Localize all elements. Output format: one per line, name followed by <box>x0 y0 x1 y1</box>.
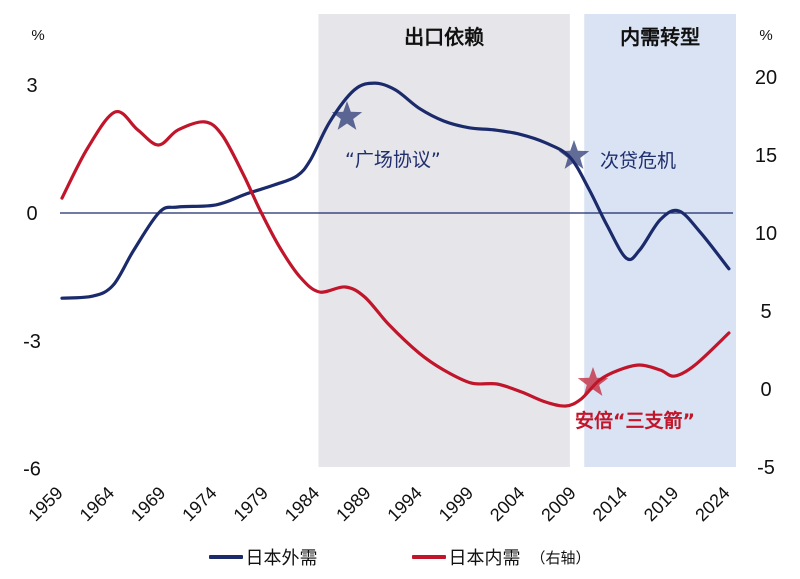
x-tick-label: 1994 <box>383 483 425 525</box>
region-titles: 出口依赖 内需转型 <box>404 25 700 49</box>
x-tick-label: 1964 <box>76 483 118 525</box>
x-tick-label: 1989 <box>332 483 374 525</box>
x-tick-label: 2004 <box>486 483 528 525</box>
x-tick-label: 1999 <box>435 483 477 525</box>
x-tick-label: 1984 <box>281 483 323 525</box>
legend-swatch-external-icon <box>209 555 244 559</box>
left-axis: % 3 0 -3 -6 <box>23 27 45 481</box>
shaded-region-export <box>318 14 570 467</box>
x-tick-label: 2024 <box>691 483 733 525</box>
external-demand-line <box>60 81 731 300</box>
star-marker-icon <box>577 367 609 396</box>
region-title: 内需转型 <box>620 25 700 49</box>
annotation-label: 次贷危机 <box>600 150 676 172</box>
series-lines <box>60 81 731 408</box>
annotation-label: 安倍“三支箭” <box>575 409 695 432</box>
x-tick-label: 1969 <box>127 483 169 525</box>
left-tick-label: -3 <box>23 331 41 353</box>
right-tick-label: 5 <box>760 301 771 323</box>
left-tick-label: -6 <box>23 459 41 481</box>
right-tick-label: -5 <box>757 457 775 479</box>
annotation-label: “广场协议” <box>345 149 441 171</box>
shaded-region-domestic <box>584 14 736 467</box>
right-tick-label: 15 <box>755 145 777 167</box>
region-title: 出口依赖 <box>404 25 484 49</box>
domestic-demand-line <box>60 110 731 408</box>
right-unit-label: % <box>759 27 772 44</box>
right-axis: % 20 15 10 5 0 -5 <box>755 27 777 479</box>
shaded-regions <box>318 14 736 467</box>
x-tick-label: 2014 <box>589 483 631 525</box>
x-tick-label: 2019 <box>640 483 682 525</box>
right-tick-label: 20 <box>755 67 777 89</box>
star-marker-icon <box>558 140 590 169</box>
x-tick-label: 1959 <box>24 483 66 525</box>
legend: 日本外需 日本内需 （右轴） <box>0 542 800 572</box>
star-marker-icon <box>331 101 363 130</box>
legend-label: 日本外需 <box>245 548 318 569</box>
left-tick-label: 3 <box>26 75 37 97</box>
x-axis: 1959 1964 1969 1974 1979 1984 1989 1994 1999 2004… <box>24 483 733 525</box>
x-tick-label: 2009 <box>537 483 579 525</box>
legend-axis-note: （右轴） <box>530 548 591 567</box>
left-unit-label: % <box>31 27 44 44</box>
legend-swatch-domestic-icon <box>412 555 447 559</box>
x-tick-label: 1979 <box>230 483 272 525</box>
legend-item-external-demand[interactable]: 日本外需 <box>209 544 317 570</box>
right-tick-label: 0 <box>760 379 771 401</box>
right-tick-label: 10 <box>755 223 777 245</box>
legend-item-domestic-demand[interactable]: 日本内需 （右轴） <box>412 544 591 570</box>
x-tick-label: 1974 <box>178 483 220 525</box>
legend-label: 日本内需 <box>448 548 521 569</box>
left-tick-label: 0 <box>26 203 37 225</box>
